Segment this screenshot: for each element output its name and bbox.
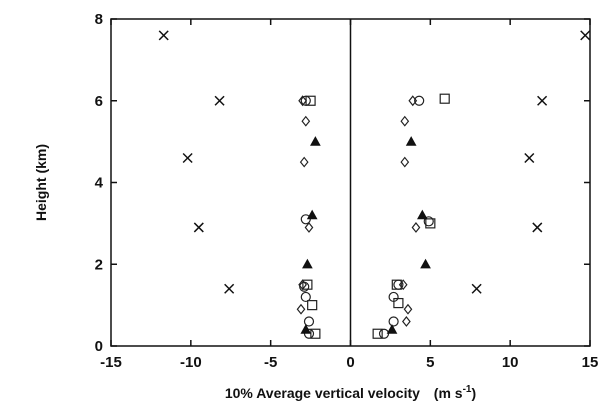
x-axis-unit-close: ) — [472, 385, 477, 401]
x-tick-label: -5 — [264, 354, 277, 371]
cross-marker — [182, 152, 193, 164]
square-marker — [393, 297, 404, 309]
y-axis-title: Height (km) — [33, 144, 49, 221]
diamond-marker — [402, 316, 411, 327]
diamond-marker — [298, 95, 307, 107]
triangle-marker — [306, 209, 318, 220]
y-tick-label: 6 — [95, 93, 103, 110]
x-axis-title: 10% Average vertical velocity (m s-1) — [225, 384, 476, 401]
triangle-marker — [300, 324, 312, 334]
diamond-marker — [400, 115, 410, 127]
cross-marker — [532, 222, 543, 233]
x-tick-label: -15 — [100, 354, 122, 371]
x-tick-label: 0 — [346, 354, 354, 371]
cross-marker — [537, 95, 548, 106]
square-marker — [302, 279, 313, 290]
triangle-marker — [302, 258, 313, 269]
diamond-marker — [301, 115, 311, 127]
triangle-marker — [420, 258, 431, 269]
cross-marker — [193, 222, 204, 233]
diamond-marker — [296, 303, 306, 315]
circle-marker — [388, 316, 399, 327]
diamond-marker — [408, 95, 418, 107]
cross-marker — [158, 30, 169, 41]
cross-marker — [224, 283, 235, 294]
x-axis-unit-base: (m s — [434, 385, 463, 401]
cross-marker — [214, 95, 225, 106]
x-tick-label: 15 — [582, 354, 599, 371]
x-axis-unit-exponent: -1 — [463, 384, 472, 395]
diamond-marker — [411, 222, 421, 233]
diamond-marker — [304, 222, 314, 233]
x-tick-label: -10 — [180, 354, 202, 371]
triangle-marker — [310, 136, 321, 146]
square-marker — [391, 279, 402, 290]
triangle-marker — [386, 324, 398, 334]
y-tick-label: 8 — [95, 11, 103, 28]
diamond-marker — [400, 156, 410, 168]
cross-marker — [580, 30, 591, 41]
triangle-marker — [417, 209, 428, 220]
square-marker — [307, 300, 318, 311]
circle-marker — [300, 291, 311, 303]
axis-ticks — [110, 18, 591, 347]
y-tick-label: 0 — [95, 338, 103, 355]
triangle-marker — [405, 136, 417, 146]
diamond-marker — [403, 303, 413, 315]
cross-marker — [471, 283, 482, 294]
circle-marker — [423, 216, 434, 227]
circle-marker — [303, 316, 315, 327]
square-marker — [425, 218, 436, 229]
y-tick-label: 4 — [95, 175, 104, 192]
square-marker — [439, 93, 450, 104]
x-axis-unit: (m s-1) — [434, 384, 476, 401]
diamond-marker — [299, 156, 309, 168]
data-markers — [158, 30, 591, 339]
x-axis-label: 10% Average vertical velocity — [225, 385, 420, 401]
square-marker — [305, 95, 316, 106]
y-tick-label: 2 — [95, 256, 103, 273]
square-marker — [372, 328, 383, 339]
axis-tick-labels: -15 -10 -5 0 5 10 15 0 2 4 6 8 — [95, 11, 599, 371]
cross-marker — [524, 152, 535, 164]
x-tick-label: 10 — [502, 354, 519, 371]
x-tick-label: 5 — [426, 354, 434, 371]
circle-marker — [414, 95, 425, 106]
